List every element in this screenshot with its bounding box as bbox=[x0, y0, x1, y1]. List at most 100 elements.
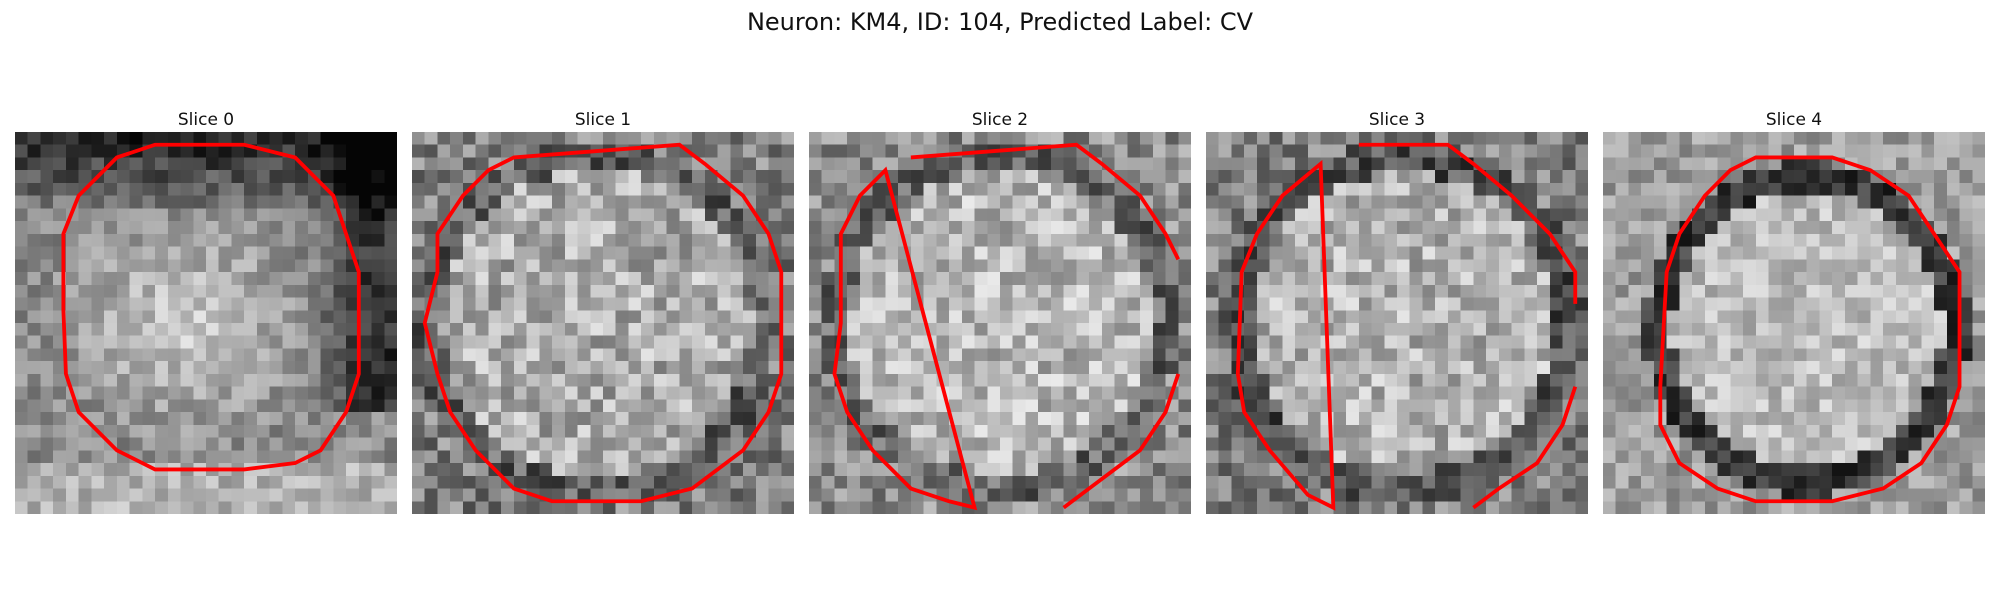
pixel bbox=[1628, 450, 1642, 464]
pixel bbox=[65, 310, 79, 324]
pixel bbox=[666, 450, 680, 464]
pixel bbox=[1895, 170, 1909, 184]
pixel bbox=[781, 157, 794, 171]
pixel bbox=[1959, 157, 1973, 171]
pixel bbox=[450, 272, 464, 286]
pixel bbox=[1397, 424, 1410, 438]
pixel bbox=[809, 132, 822, 145]
pixel bbox=[1333, 488, 1347, 502]
pixel bbox=[1012, 335, 1026, 349]
pixel bbox=[155, 412, 169, 426]
pixel bbox=[1089, 297, 1103, 311]
pixel bbox=[1178, 335, 1191, 349]
pixel bbox=[1549, 297, 1563, 311]
pixel bbox=[1409, 335, 1423, 349]
pixel bbox=[1603, 246, 1616, 260]
pixel bbox=[859, 221, 873, 235]
pixel bbox=[1653, 488, 1667, 502]
pixel bbox=[1562, 488, 1576, 502]
pixel bbox=[1717, 361, 1731, 375]
pixel bbox=[1806, 144, 1820, 158]
pixel bbox=[1101, 221, 1115, 235]
pixel bbox=[206, 373, 219, 387]
pixel bbox=[256, 272, 270, 286]
pixel bbox=[1025, 335, 1039, 349]
pixel bbox=[1857, 361, 1871, 375]
pixel bbox=[1231, 424, 1245, 438]
pixel bbox=[1178, 297, 1191, 311]
pixel bbox=[910, 399, 924, 413]
pixel bbox=[1794, 373, 1807, 387]
pixel bbox=[1114, 259, 1128, 273]
pixel bbox=[513, 170, 527, 184]
pixel bbox=[1844, 399, 1858, 413]
pixel bbox=[1371, 170, 1385, 184]
pixel bbox=[1244, 170, 1258, 184]
pixel bbox=[1628, 208, 1642, 222]
pixel bbox=[1819, 170, 1833, 184]
pixel bbox=[320, 221, 334, 235]
pixel bbox=[1127, 221, 1141, 235]
pixel bbox=[1653, 259, 1667, 273]
pixel bbox=[256, 475, 270, 489]
pixel bbox=[193, 272, 207, 286]
pixel bbox=[1615, 488, 1629, 502]
pixel bbox=[1307, 348, 1321, 362]
pixel bbox=[346, 488, 360, 502]
pixel bbox=[717, 437, 731, 451]
pixel bbox=[346, 361, 360, 375]
pixel bbox=[1282, 450, 1296, 464]
pixel bbox=[193, 437, 207, 451]
pixel bbox=[1025, 132, 1039, 145]
pixel bbox=[590, 386, 604, 400]
pixel bbox=[755, 373, 769, 387]
pixel bbox=[384, 323, 397, 336]
pixel bbox=[256, 310, 270, 324]
pixel bbox=[679, 246, 693, 260]
pixel bbox=[1603, 233, 1616, 247]
pixel bbox=[577, 310, 591, 324]
pixel bbox=[1653, 208, 1667, 222]
pixel bbox=[1384, 386, 1398, 400]
pixel bbox=[1165, 170, 1179, 184]
pixel bbox=[1114, 297, 1128, 311]
pixel bbox=[256, 157, 270, 171]
pixel bbox=[40, 157, 54, 171]
pixel bbox=[666, 437, 680, 451]
pixel bbox=[40, 259, 54, 273]
pixel bbox=[821, 208, 835, 222]
pixel bbox=[371, 373, 385, 387]
pixel bbox=[1460, 297, 1474, 311]
pixel bbox=[1460, 233, 1474, 247]
pixel bbox=[1934, 475, 1948, 489]
pixel bbox=[231, 399, 245, 413]
pixel bbox=[539, 323, 553, 336]
pixel bbox=[590, 195, 604, 209]
pixel bbox=[1768, 132, 1782, 145]
pixel bbox=[910, 424, 924, 438]
pixel bbox=[809, 182, 822, 196]
pixel bbox=[269, 221, 283, 235]
pixel bbox=[346, 132, 360, 145]
pixel bbox=[1218, 488, 1232, 502]
pixel bbox=[424, 412, 438, 426]
pixel bbox=[781, 272, 794, 286]
pixel bbox=[1717, 144, 1731, 158]
pixel bbox=[1883, 284, 1897, 298]
pixel bbox=[1641, 157, 1655, 171]
pixel bbox=[834, 195, 848, 209]
pixel bbox=[1089, 501, 1103, 514]
pixel bbox=[834, 450, 848, 464]
pixel bbox=[564, 221, 578, 235]
pixel bbox=[1641, 348, 1655, 362]
pixel bbox=[1140, 132, 1154, 145]
pixel bbox=[1435, 144, 1449, 158]
pixel bbox=[755, 361, 769, 375]
pixel bbox=[1628, 488, 1642, 502]
pixel bbox=[809, 272, 822, 286]
pixel bbox=[1692, 144, 1706, 158]
pixel bbox=[358, 412, 372, 426]
pixel bbox=[1486, 208, 1500, 222]
pixel bbox=[155, 170, 169, 184]
pixel bbox=[692, 284, 706, 298]
